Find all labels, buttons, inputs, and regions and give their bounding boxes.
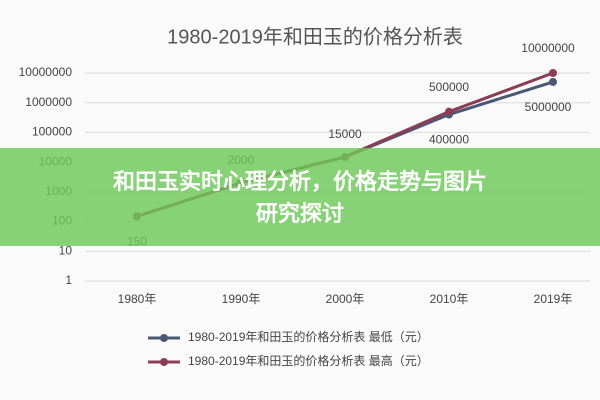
legend-label: 1980-2019年和田玉的价格分析表 最高（元） <box>188 353 429 368</box>
x-tick-label: 1990年 <box>222 292 261 306</box>
y-tick-label: 10 <box>59 243 73 257</box>
legend-label: 1980-2019年和田玉的价格分析表 最低（元） <box>188 329 429 344</box>
y-tick-label: 1000000 <box>25 95 72 109</box>
data-label: 400000 <box>429 133 469 147</box>
data-label: 10000000 <box>521 41 575 55</box>
chart-title: 1980-2019年和田玉的价格分析表 <box>167 25 463 48</box>
legend-marker <box>160 334 168 342</box>
x-tick-label: 2010年 <box>430 292 469 306</box>
y-tick-label: 1 <box>65 273 72 287</box>
legend-marker <box>160 358 168 366</box>
point <box>549 69 557 77</box>
point <box>445 107 453 116</box>
banner-text: 和田玉实时心理分析，价格走势与图片 <box>113 169 487 194</box>
banner-text: 研究探讨 <box>256 201 344 226</box>
y-tick-label: 100000 <box>32 125 72 139</box>
x-tick-label: 1980年 <box>118 292 157 306</box>
data-label: 500000 <box>429 80 469 94</box>
point <box>549 77 557 86</box>
data-label: 15000 <box>328 127 362 141</box>
data-label: 5000000 <box>525 100 572 114</box>
x-tick-label: 2019年 <box>534 292 573 306</box>
x-tick-label: 2000年 <box>326 292 365 306</box>
y-tick-label: 10000000 <box>19 65 73 79</box>
banner-background <box>0 148 600 246</box>
